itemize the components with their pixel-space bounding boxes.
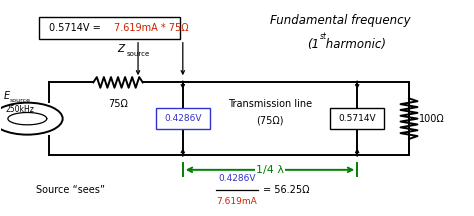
Text: Transmission line: Transmission line — [228, 99, 312, 109]
Text: 0.4286V: 0.4286V — [218, 174, 256, 183]
FancyBboxPatch shape — [156, 108, 210, 129]
Text: 7.619mA * 75Ω: 7.619mA * 75Ω — [115, 23, 189, 33]
Text: harmonic): harmonic) — [322, 38, 386, 51]
Text: 1/4 λ: 1/4 λ — [256, 165, 284, 175]
Text: 7.619mA: 7.619mA — [217, 197, 257, 206]
Text: Source “sees”: Source “sees” — [36, 185, 105, 195]
Text: 250kHz: 250kHz — [5, 105, 34, 114]
Text: 0.4286V: 0.4286V — [164, 114, 201, 123]
Text: = 56.25Ω: = 56.25Ω — [263, 185, 310, 195]
Text: st: st — [319, 32, 327, 41]
Text: 0.5714V =: 0.5714V = — [48, 23, 103, 33]
Text: $E$: $E$ — [3, 89, 11, 101]
Text: source: source — [10, 98, 31, 103]
Text: (75Ω): (75Ω) — [256, 116, 284, 126]
Text: Fundamental frequency: Fundamental frequency — [270, 14, 411, 27]
Text: $Z$: $Z$ — [117, 42, 127, 54]
Text: 75Ω: 75Ω — [109, 99, 128, 109]
Text: (1: (1 — [307, 38, 319, 51]
FancyBboxPatch shape — [39, 17, 181, 39]
Text: 0.5714V: 0.5714V — [338, 114, 376, 123]
FancyBboxPatch shape — [330, 108, 384, 129]
Text: source: source — [126, 51, 149, 57]
Text: 100Ω: 100Ω — [419, 114, 445, 124]
